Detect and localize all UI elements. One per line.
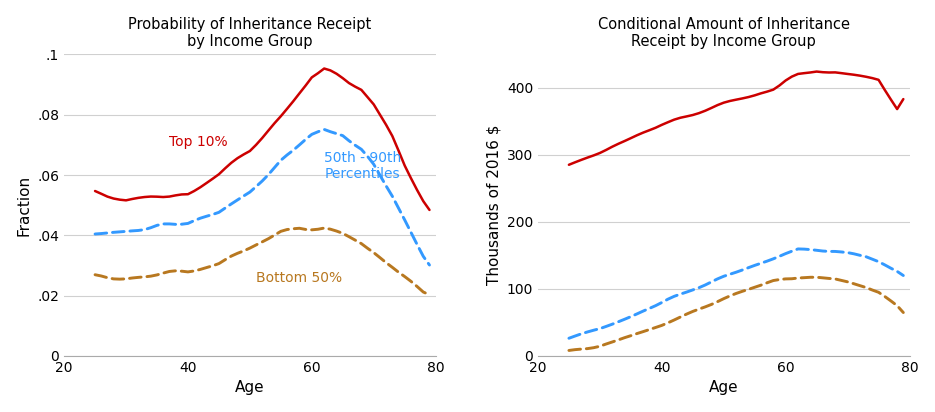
Title: Conditional Amount of Inheritance
Receipt by Income Group: Conditional Amount of Inheritance Receip… [597, 16, 850, 49]
Text: 50th - 90th
Percentiles: 50th - 90th Percentiles [324, 151, 401, 181]
Title: Probability of Inheritance Receipt
by Income Group: Probability of Inheritance Receipt by In… [128, 16, 371, 49]
X-axis label: Age: Age [709, 380, 739, 396]
Y-axis label: Thousands of 2016 $: Thousands of 2016 $ [486, 125, 501, 286]
Text: Bottom 50%: Bottom 50% [256, 271, 342, 285]
X-axis label: Age: Age [235, 380, 265, 396]
Y-axis label: Fraction: Fraction [17, 175, 32, 236]
Text: Top 10%: Top 10% [169, 135, 228, 149]
